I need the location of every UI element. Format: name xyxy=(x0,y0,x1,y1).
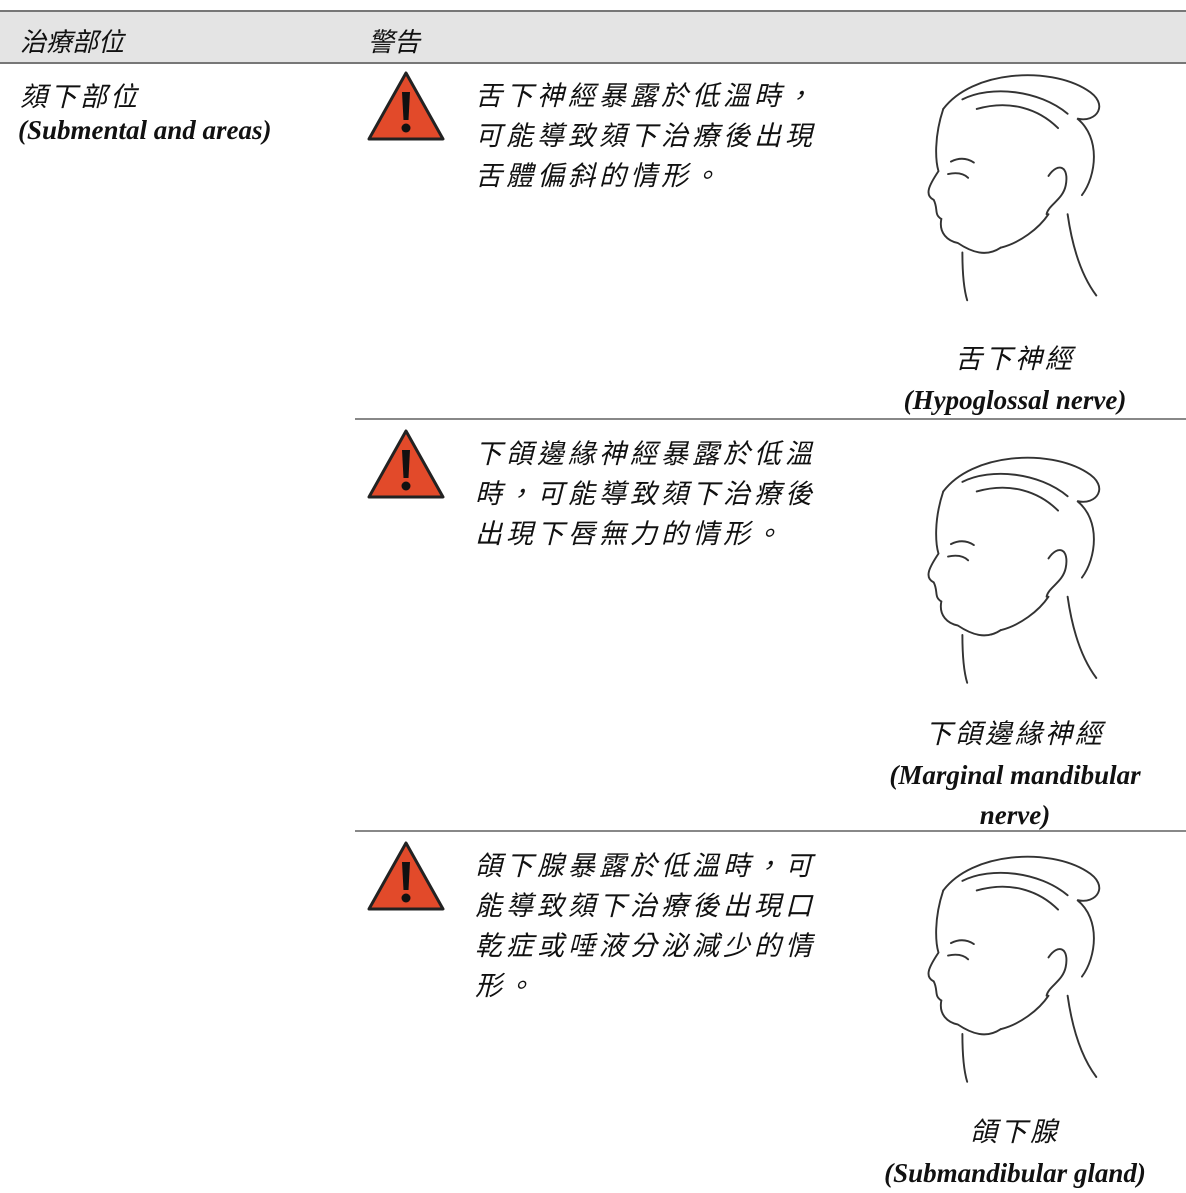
warning-text: 出現下唇無力的情形。 xyxy=(475,519,785,550)
area-en: (Submental and areas) xyxy=(18,115,272,145)
warning-icon xyxy=(366,70,446,142)
warning-triangle xyxy=(366,428,446,500)
header-warning: 警告 xyxy=(368,28,421,58)
caption-en: (Hypoglossal nerve) xyxy=(903,385,1127,415)
header-area: 治療部位 xyxy=(20,28,125,58)
illustration xyxy=(905,68,1125,303)
warning-triangle xyxy=(366,70,446,142)
area-zh: 頦下部位 xyxy=(20,82,140,113)
warning-text: 下頜邊緣神經暴露於低溫 xyxy=(475,439,816,470)
caption-zh: 舌下神經 xyxy=(955,344,1075,375)
warning-icon xyxy=(366,840,446,912)
face-sketch xyxy=(927,456,1101,684)
caption-en: (Submandibular gland) xyxy=(884,1158,1146,1188)
warning-triangle xyxy=(366,840,446,912)
warning-text: 乾症或唾液分泌減少的情 xyxy=(475,931,816,962)
table-header xyxy=(0,10,1186,64)
warning-text: 舌下神經暴露於低溫時， xyxy=(475,81,816,112)
warning-icon xyxy=(366,428,446,500)
warning-text: 頜下腺暴露於低溫時，可 xyxy=(475,851,816,882)
row-separator xyxy=(355,830,1186,832)
warning-text: 能導致頦下治療後出現口 xyxy=(475,891,816,922)
illustration xyxy=(905,428,1125,708)
face-sketch xyxy=(927,74,1101,302)
caption-zh: 下頜邊緣神經 xyxy=(925,719,1105,750)
warning-text: 時，可能導致頦下治療後 xyxy=(475,479,816,510)
caption-zh: 頜下腺 xyxy=(970,1117,1060,1148)
row-separator xyxy=(355,418,1186,420)
illustration xyxy=(905,842,1125,1092)
warning-text: 可能導致頦下治療後出現 xyxy=(475,121,816,152)
warning-text: 舌體偏斜的情形。 xyxy=(475,161,723,192)
caption-en: (Marginal mandibular nerve) xyxy=(889,760,1141,830)
warning-text: 形。 xyxy=(475,971,537,1002)
face-sketch xyxy=(927,855,1101,1083)
